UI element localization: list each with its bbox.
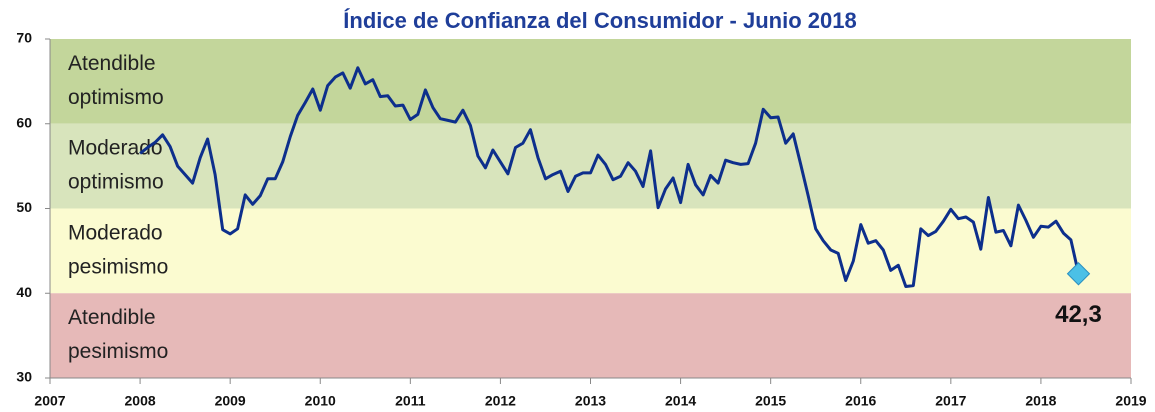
- band-label: optimismo: [68, 86, 164, 109]
- bands: Atendible optimismo Moderado optimismo Moder…: [50, 39, 1131, 378]
- x-tick-label: 2016: [845, 393, 876, 409]
- band: [50, 123, 1131, 209]
- x-tick-label: 2014: [665, 393, 696, 409]
- chart-title: Índice de Confianza del Consumidor - Jun…: [343, 8, 856, 33]
- x-tick-label: 2019: [1115, 393, 1146, 409]
- y-tick-label: 60: [16, 114, 32, 130]
- x-tick-label: 2013: [575, 393, 606, 409]
- band-label: Atendible: [68, 306, 156, 329]
- band-label: Moderado: [68, 221, 163, 244]
- band-label: Atendible: [68, 52, 156, 75]
- x-tick-label: 2009: [215, 393, 246, 409]
- last-point-label: 42,3: [1055, 301, 1102, 328]
- series-line: [139, 66, 1080, 288]
- band-label: optimismo: [68, 171, 164, 194]
- last-point-marker: [1066, 262, 1091, 286]
- plot: [139, 66, 1080, 288]
- x-tick-label: 2017: [935, 393, 966, 409]
- band: [50, 208, 1131, 294]
- x-tick-label: 2012: [485, 393, 516, 409]
- y-tick-label: 40: [16, 284, 32, 300]
- x-tick-label: 2010: [305, 393, 336, 409]
- band: [50, 39, 1131, 124]
- y-tick-label: 70: [16, 30, 32, 46]
- y-tick-label: 50: [16, 199, 32, 215]
- x-tick-label: 2018: [1025, 393, 1056, 409]
- band-label: pesimismo: [68, 255, 168, 278]
- band: [50, 293, 1131, 378]
- x-tick-label: 2015: [755, 393, 786, 409]
- band-label: Moderado: [68, 137, 163, 160]
- band-label: pesimismo: [68, 340, 168, 363]
- x-tick-label: 2007: [34, 393, 65, 409]
- x-tick-label: 2011: [395, 393, 426, 409]
- x-tick-label: 2008: [125, 393, 156, 409]
- y-tick-label: 30: [16, 369, 32, 385]
